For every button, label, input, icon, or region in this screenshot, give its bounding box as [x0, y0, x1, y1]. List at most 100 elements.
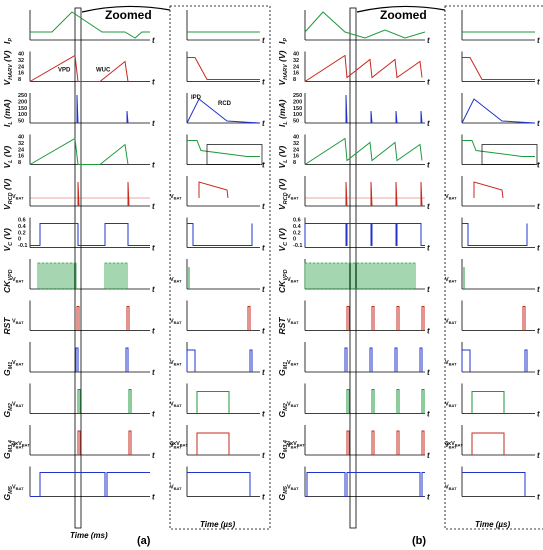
vbat-label: VBAT [170, 402, 182, 409]
tick-label: 32 [293, 58, 299, 64]
tick-label: 40 [18, 135, 24, 141]
gm2-pulse [77, 389, 81, 414]
il-spike [420, 110, 423, 124]
gm2-pulse [396, 389, 400, 414]
vl-zoom [187, 140, 260, 157]
row-label-il: IL (mA) [2, 99, 14, 127]
rst-pulse [421, 306, 425, 331]
vbat-label: VBAT [12, 443, 24, 450]
axis-t-label: t [262, 161, 265, 170]
gm1-pulse [369, 347, 373, 372]
tick-label: 250 [293, 93, 302, 99]
vbat-label: VBAT [170, 319, 182, 326]
ck-pulses [304, 262, 416, 290]
tick-label: 32 [18, 58, 24, 64]
vbat-label: VBAT [287, 485, 299, 492]
overlay-annotations: Zoomed Zoomed Time (ms) Time (µs) Time (… [58, 8, 510, 547]
tick-label: 32 [293, 141, 299, 147]
gm2-zoom [196, 391, 230, 414]
tick-label: 100 [18, 112, 27, 118]
gm2-pulse [128, 389, 132, 414]
il-spike [345, 94, 348, 124]
axis-t-label: t [537, 36, 540, 45]
axis-t-label: t [152, 451, 155, 460]
rst-pulse [371, 306, 375, 331]
tick-label: 0.4 [293, 224, 302, 230]
axis-t-label: t [152, 202, 155, 211]
vbat-label: VBAT [170, 443, 182, 450]
vbat-label: VBAT [445, 402, 457, 409]
axis-t-label: t [537, 202, 540, 211]
gm34-pulse [128, 430, 132, 455]
axis-t-label: t [427, 119, 430, 128]
axis-t-label: t [427, 493, 430, 502]
vbat-label: VBAT [445, 277, 457, 284]
axis-t-label: t [262, 78, 265, 87]
row-ip: IP t t [277, 10, 540, 45]
axis-t-label: t [537, 410, 540, 419]
zoom-panel-frame [169, 5, 271, 530]
axis-t-label: t [152, 285, 155, 294]
panel-label-b: (b) [412, 535, 426, 547]
vbat-label: VBAT [287, 194, 299, 201]
axis-t-label: t [427, 78, 430, 87]
vbat-label: VBAT [287, 402, 299, 409]
gm1-pulse [344, 347, 348, 372]
gm1-pulse [125, 347, 129, 372]
axis-t-label: t [537, 161, 540, 170]
axis-t-label: t [537, 493, 540, 502]
tick-label: 50 [18, 119, 24, 125]
axis-t-label: t [262, 119, 265, 128]
row-label-vharv: VHARV (V) [2, 50, 14, 85]
zoomed-title-b: Zoomed [380, 8, 427, 22]
vbat-label: VBAT [445, 360, 457, 367]
vbat-label: VBAT [12, 277, 24, 284]
il-spike [395, 110, 398, 124]
gm34-pulse [346, 430, 350, 455]
axis-t-label: t [427, 202, 430, 211]
axis-t-label: t [152, 493, 155, 502]
axis-t-label: t [152, 368, 155, 377]
axis-t-label: t [152, 161, 155, 170]
axis-t-label: t [152, 36, 155, 45]
vl-wave [29, 137, 129, 165]
axis-t-label: t [262, 202, 265, 211]
tick-label: 0.6 [293, 218, 301, 224]
vc-wave [304, 223, 425, 246]
axis-t-label: t [152, 78, 155, 87]
axis-t-label: t [537, 119, 540, 128]
vbat-label: VBAT [12, 319, 24, 326]
vbat-label: VBAT [445, 443, 457, 450]
tick-label: 100 [293, 112, 302, 118]
three-vbat-label: 3xVBAT [12, 441, 30, 448]
tick-label: 24 [293, 147, 300, 153]
axis-t-label: t [262, 451, 265, 460]
tick-label: 24 [18, 64, 25, 70]
gm1-pulse [75, 347, 79, 372]
axis-t-label: t [537, 451, 540, 460]
axis-t-label: t [427, 368, 430, 377]
vbat-label: VBAT [12, 194, 24, 201]
tick-label: -0.1 [18, 243, 27, 249]
ip-wave [30, 11, 150, 39]
row-rst: RST t t VBAT VBAT [277, 300, 540, 336]
vrcd-zoom [473, 181, 504, 199]
gm34-pulse [371, 430, 375, 455]
tick-label: 150 [293, 106, 302, 112]
gm34-pulse [421, 430, 425, 455]
axis-t-label: t [537, 327, 540, 336]
axis-t-label: t [537, 368, 540, 377]
tick-label: -0.1 [293, 243, 302, 249]
tick-label: 16 [18, 154, 24, 160]
gm5-zoom [187, 472, 251, 497]
vbat-label: VBAT [12, 485, 24, 492]
zoom-arrow [356, 5, 446, 13]
gm2-zoom [471, 391, 505, 414]
